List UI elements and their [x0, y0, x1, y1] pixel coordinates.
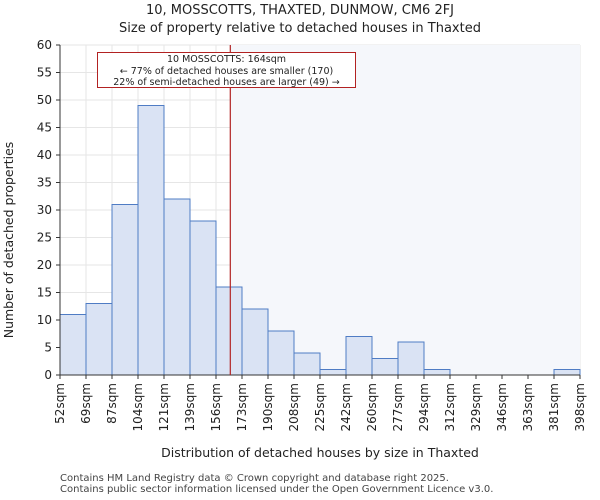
x-tick-label: 208sqm [287, 383, 301, 431]
annotation-line-1: 10 MOSSCOTTS: 164sqm [166, 54, 286, 65]
y-tick-label: 45 [37, 121, 52, 135]
histogram-bar [293, 352, 321, 376]
y-tick-label: 40 [37, 148, 52, 162]
histogram-bar [423, 369, 451, 376]
x-tick-label: 190sqm [261, 383, 275, 431]
y-tick-label: 55 [37, 66, 52, 80]
x-tick-label: 139sqm [183, 383, 197, 431]
y-tick-label: 20 [37, 258, 52, 272]
x-tick-label: 69sqm [79, 383, 93, 424]
histogram-bar [241, 308, 269, 376]
histogram-bar [345, 336, 373, 376]
x-tick-label: 104sqm [131, 383, 145, 431]
histogram-bar [59, 314, 87, 376]
chart-subtitle: Size of property relative to detached ho… [119, 21, 481, 36]
histogram-bar [553, 369, 581, 376]
marker-annotation: 10 MOSSCOTTS: 164sqm ← 77% of detached h… [97, 52, 356, 88]
x-tick-label: 277sqm [391, 383, 405, 431]
x-tick-label: 87sqm [105, 383, 119, 424]
x-tick-label: 363sqm [521, 383, 535, 431]
x-tick-label: 398sqm [573, 383, 587, 431]
x-tick-label: 121sqm [157, 383, 171, 431]
x-tick-label: 381sqm [547, 383, 561, 431]
x-tick-label: 329sqm [469, 383, 483, 431]
histogram-bar [85, 303, 113, 376]
x-tick-label: 156sqm [209, 383, 223, 431]
y-tick-label: 10 [37, 313, 52, 327]
histogram-bar [189, 220, 217, 376]
x-axis-title: Distribution of detached houses by size … [161, 445, 479, 460]
y-tick-label: 30 [37, 203, 52, 217]
y-tick-label: 15 [37, 286, 52, 300]
histogram-bar [163, 198, 191, 376]
x-tick-label: 260sqm [365, 383, 379, 431]
y-axis-title: Number of detached properties [1, 142, 16, 339]
y-tick-label: 50 [37, 93, 52, 107]
annotation-line-2: ← 77% of detached houses are smaller (17… [119, 65, 334, 77]
histogram-bar [371, 358, 399, 376]
y-tick-label: 35 [37, 176, 52, 190]
x-tick-label: 312sqm [443, 383, 457, 431]
footer-copyright: Contains HM Land Registry data © Crown c… [60, 473, 449, 484]
histogram-bar [319, 369, 347, 376]
x-tick-label: 294sqm [417, 383, 431, 431]
x-tick-label: 52sqm [53, 383, 67, 424]
x-tick-label: 346sqm [495, 383, 509, 431]
annotation-line-3: 22% of semi-detached houses are larger (… [113, 77, 340, 88]
y-tick-label: 60 [37, 38, 52, 52]
x-tick-label: 242sqm [339, 383, 353, 431]
y-tick-label: 25 [37, 231, 52, 245]
y-tick-label: 0 [44, 368, 52, 382]
histogram-bar [215, 286, 243, 376]
x-tick-label: 225sqm [313, 383, 327, 431]
chart-title: 10, MOSSCOTTS, THAXTED, DUNMOW, CM6 2FJ [145, 3, 455, 18]
footer-licence: Contains public sector information licen… [60, 484, 494, 495]
histogram-bar [111, 204, 139, 376]
histogram-bar [397, 341, 425, 376]
histogram-bar [267, 330, 295, 376]
x-tick-label: 173sqm [235, 383, 249, 431]
larger-region-shade [230, 45, 581, 375]
histogram-bar [137, 105, 165, 376]
y-tick-label: 5 [44, 341, 52, 355]
